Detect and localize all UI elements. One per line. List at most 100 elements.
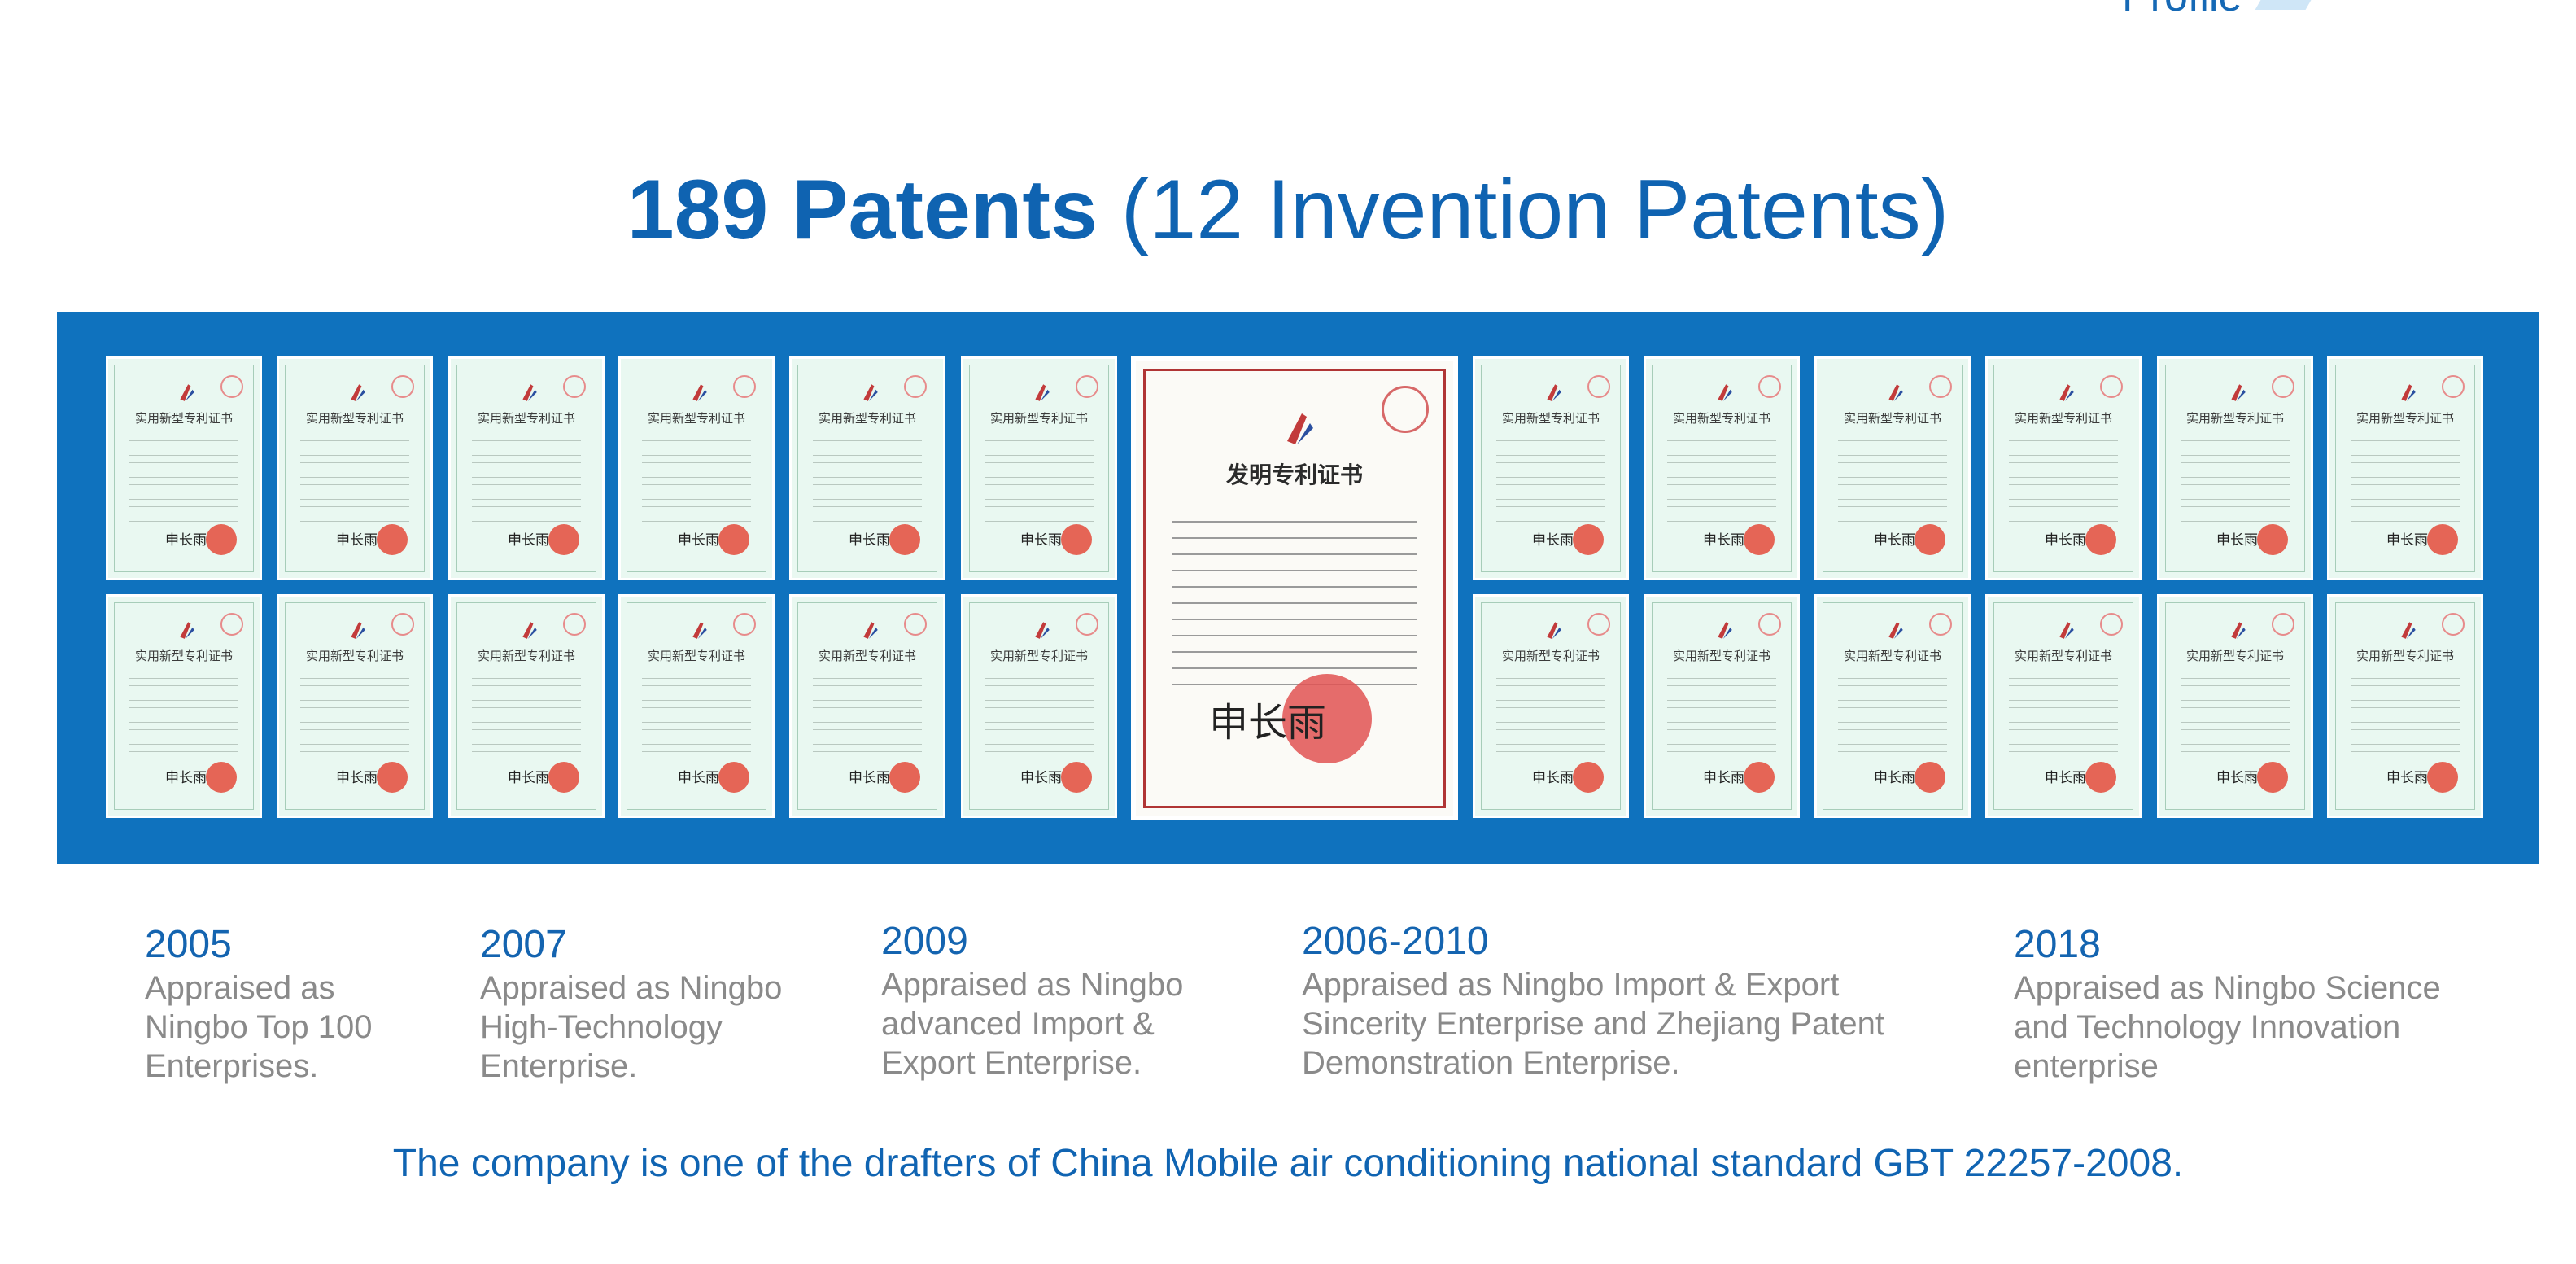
certificate-signature: 申长雨	[2386, 532, 2428, 549]
official-seal-icon	[1573, 762, 1604, 793]
patent-logo-icon	[351, 622, 365, 639]
patent-logo-icon	[1888, 384, 1903, 401]
certificate-text-lines	[1496, 671, 1605, 763]
official-seal-icon	[1061, 762, 1092, 793]
official-seal-icon	[377, 762, 408, 793]
certificate-text-lines	[300, 434, 409, 525]
certificate-signature: 申长雨	[508, 770, 549, 786]
milestone-desc-line: Appraised as Ningbo Science	[2014, 970, 2441, 1006]
patent-logo-icon	[1718, 384, 1732, 401]
milestone-desc-line: Enterprises.	[145, 1048, 319, 1084]
corner-stamp-icon	[2442, 613, 2465, 636]
certificate-header: 实用新型专利证书	[2356, 649, 2454, 663]
certificate-text-lines	[2009, 434, 2118, 525]
certificate-signature: 申长雨	[2216, 532, 2258, 549]
certificate-text-lines	[1838, 671, 1947, 763]
milestone-desc-line: Demonstration Enterprise.	[1302, 1045, 1680, 1081]
corner-stamp-icon	[391, 613, 414, 636]
certificate-text-lines	[2009, 671, 2118, 763]
certificate-signature: 申长雨	[678, 532, 719, 549]
certificate-text-lines	[1838, 434, 1947, 525]
certificate-text-lines	[129, 434, 238, 525]
milestone-desc-line: Sincerity Enterprise and Zhejiang Patent	[1302, 1006, 1884, 1042]
corner-stamp-icon	[904, 375, 927, 398]
certificate-text-lines	[472, 434, 581, 525]
certificate-header: 实用新型专利证书	[989, 411, 1088, 426]
certificate-text-lines	[1667, 434, 1776, 525]
corner-stamp-icon	[1587, 375, 1610, 398]
title-normal: (12 Invention Patents)	[1097, 163, 1949, 257]
certificate-text-lines	[300, 671, 409, 763]
certificate-text-lines	[472, 671, 581, 763]
official-seal-icon	[548, 524, 579, 555]
utility-patent-certificate: 实用新型专利证书 申长雨	[618, 594, 775, 818]
official-seal-icon	[1573, 524, 1604, 555]
utility-patent-certificate: 实用新型专利证书 申长雨	[1473, 594, 1629, 818]
patent-logo-icon	[863, 384, 878, 401]
patent-logo-icon	[1888, 622, 1903, 639]
milestone-desc-line: Export Enterprise.	[881, 1045, 1142, 1081]
utility-patent-certificate: 实用新型专利证书 申长雨	[448, 594, 605, 818]
corner-stamp-icon	[904, 613, 927, 636]
patent-logo-icon	[1035, 622, 1050, 639]
milestone-desc-line: Appraised as Ningbo	[480, 970, 783, 1006]
certificate-header: 实用新型专利证书	[1501, 411, 1600, 426]
milestone-2009: 2009 Appraised as Ningbo advanced Import…	[881, 918, 1183, 1082]
certificate-header: 实用新型专利证书	[1843, 411, 1941, 426]
corner-stamp-icon	[1758, 375, 1781, 398]
certificate-header: 实用新型专利证书	[818, 649, 916, 663]
utility-patent-certificate: 实用新型专利证书 申长雨	[789, 356, 945, 580]
certificate-text-lines	[1496, 434, 1605, 525]
corner-stamp-icon	[733, 613, 756, 636]
certificate-text-lines	[2181, 434, 2290, 525]
official-seal-icon	[1915, 762, 1945, 793]
utility-patent-certificate: 实用新型专利证书 申长雨	[106, 594, 262, 818]
page-title: 189 Patents (12 Invention Patents)	[0, 161, 2576, 259]
certificate-signature: 申长雨	[2386, 770, 2428, 786]
milestone-year: 2006-2010	[1302, 920, 1489, 963]
patent-logo-icon	[180, 384, 194, 401]
patent-logo-icon	[2401, 384, 2416, 401]
milestone-year: 2009	[881, 920, 968, 963]
certificate-signature: 申长雨	[1874, 532, 1915, 549]
certificate-header: 实用新型专利证书	[1843, 649, 1941, 663]
official-seal-icon	[2427, 524, 2458, 555]
official-seal-icon	[2085, 524, 2116, 555]
certificate-signature: 申长雨	[1020, 770, 1062, 786]
official-seal-icon	[1744, 524, 1775, 555]
utility-patent-certificate: 实用新型专利证书 申长雨	[106, 356, 262, 580]
title-bold: 189 Patents	[627, 163, 1098, 257]
certificate-signature: 申长雨	[1209, 700, 1327, 746]
certificate-text-lines	[1172, 506, 1417, 685]
certificate-header: 实用新型专利证书	[477, 411, 575, 426]
corner-stamp-icon	[1587, 613, 1610, 636]
official-seal-icon	[2257, 762, 2288, 793]
certificate-text-lines	[985, 671, 1094, 763]
certificate-signature: 申长雨	[1532, 770, 1574, 786]
corner-stamp-icon	[1929, 375, 1952, 398]
patent-logo-icon	[1287, 413, 1313, 444]
official-seal-icon	[2085, 762, 2116, 793]
corner-stamp-icon	[2272, 375, 2294, 398]
milestone-year: 2018	[2014, 923, 2101, 966]
utility-patent-certificate: 实用新型专利证书 申长雨	[961, 594, 1117, 818]
official-seal-icon	[2257, 524, 2288, 555]
utility-patent-certificate: 实用新型专利证书 申长雨	[2327, 594, 2483, 818]
certificate-text-lines	[2351, 671, 2460, 763]
official-seal-icon	[718, 762, 749, 793]
utility-patent-certificate: 实用新型专利证书 申长雨	[1814, 356, 1971, 580]
milestone-desc-line: Ningbo Top 100	[145, 1009, 373, 1045]
certificate-signature: 申长雨	[849, 532, 890, 549]
corner-stamp-icon	[2272, 613, 2294, 636]
certificate-text-lines	[985, 434, 1094, 525]
certificate-signature: 申长雨	[1874, 770, 1915, 786]
patent-logo-icon	[1547, 384, 1561, 401]
utility-patent-certificate: 实用新型专利证书 申长雨	[1644, 356, 1800, 580]
patent-logo-icon	[522, 384, 537, 401]
milestone-year: 2007	[480, 923, 567, 966]
certificate-signature: 申长雨	[2216, 770, 2258, 786]
patent-logo-icon	[1547, 622, 1561, 639]
official-seal-icon	[206, 762, 237, 793]
official-seal-icon	[1061, 524, 1092, 555]
certificate-signature: 申长雨	[2045, 770, 2086, 786]
